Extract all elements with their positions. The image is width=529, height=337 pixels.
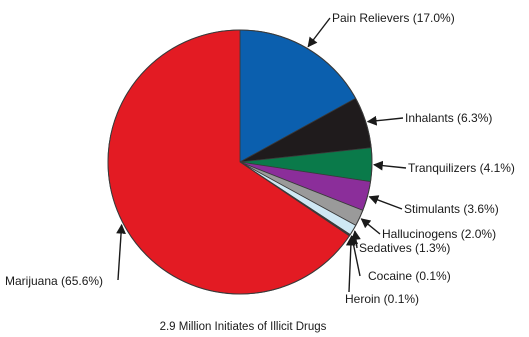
pie-slices: [107, 29, 373, 295]
slice-label-heroin: Heroin (0.1%): [345, 292, 419, 306]
leader-arrow-sedatives: [351, 230, 361, 249]
slice-label-cocaine: Cocaine (0.1%): [368, 269, 451, 283]
leader-arrow-stimulants: [368, 195, 403, 210]
slice-label-sedatives: Sedatives (1.3%): [359, 241, 450, 255]
chart-caption: 2.9 Million Initiates of Illicit Drugs: [160, 321, 327, 333]
leader-arrow-pain-relievers: [307, 17, 331, 48]
slice-label-inhalants: Inhalants (6.3%): [405, 111, 492, 125]
slice-label-stimulants: Stimulants (3.6%): [404, 202, 499, 216]
pie-outline: [107, 29, 373, 295]
slice-label-hallucinogens: Hallucinogens (2.0%): [382, 227, 496, 241]
slice-labels: Pain Relievers (17.0%) Inhalants (6.3%) Tr…: [5, 11, 515, 306]
slice-label-marijuana: Marijuana (65.6%): [5, 274, 103, 288]
leader-arrow-tranquilizers: [372, 160, 407, 171]
leader-arrow-inhalants: [366, 115, 404, 126]
leader-arrow-marijuana: [116, 223, 126, 281]
slice-label-tranquilizers: Tranquilizers (4.1%): [408, 161, 515, 175]
leader-arrows: [116, 17, 407, 293]
leader-arrow-heroin: [345, 235, 356, 293]
slice-label-pain-relievers: Pain Relievers (17.0%): [332, 11, 455, 25]
leader-arrow-hallucinogens: [360, 218, 381, 235]
